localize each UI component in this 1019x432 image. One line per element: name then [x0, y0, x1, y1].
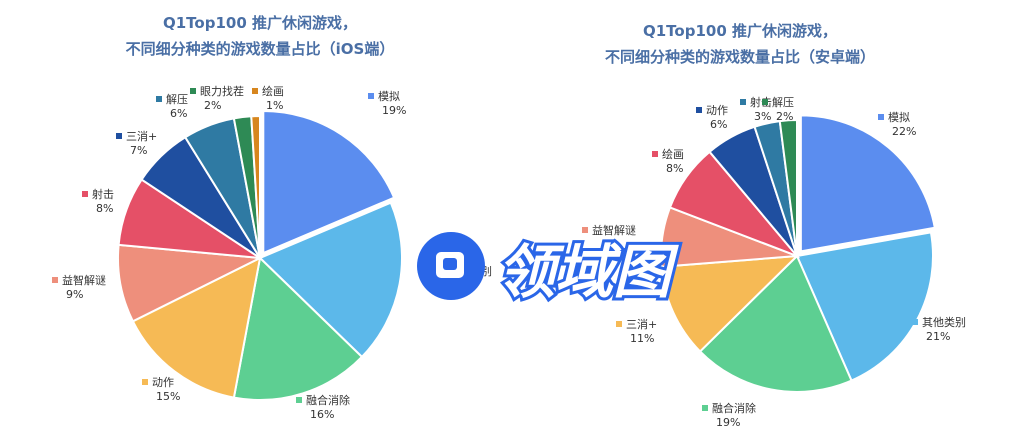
pie-label-1-2: 融合消除	[712, 401, 756, 415]
pie-slice-0-1	[258, 201, 403, 359]
pie-label-0-0: 模拟	[378, 89, 400, 103]
pie-value-1-0: 22%	[892, 125, 916, 138]
chart-title-android-line2: 不同细分种类的游戏数量占比（安卓端）	[604, 48, 875, 66]
pie-value-0-5: 8%	[96, 202, 113, 215]
pie-labels: 模拟19%其他类别融合消除16%动作15%益智解谜9%射击8%三消+7%解压6%…	[52, 84, 966, 429]
pie-label-marker-0-0	[368, 93, 374, 99]
pie-chart-android	[660, 114, 936, 393]
pie-label-marker-0-6	[116, 133, 122, 139]
pie-label-1-0: 模拟	[888, 110, 910, 124]
pie-label-1-8: 解压	[772, 95, 794, 109]
pie-value-1-2: 19%	[716, 416, 740, 429]
pie-value-1-3: 11%	[630, 332, 654, 345]
pie-value-1-7: 3%	[754, 110, 771, 123]
pie-label-marker-1-1	[912, 319, 918, 325]
pie-label-0-2: 融合消除	[306, 393, 350, 407]
pie-label-marker-1-6	[696, 107, 702, 113]
watermark-text: 领域图	[497, 238, 679, 306]
pie-label-0-4: 益智解谜	[62, 273, 106, 287]
pie-label-marker-0-9	[252, 88, 258, 94]
pie-value-1-6: 6%	[710, 118, 727, 131]
pie-label-marker-0-3	[142, 379, 148, 385]
chart-title-ios: Q1Top100 推广休闲游戏， 不同细分种类的游戏数量占比（iOS端）	[90, 10, 430, 62]
pie-value-0-2: 16%	[310, 408, 334, 421]
pie-slice-0-9	[250, 114, 261, 259]
pie-label-1-5: 绘画	[662, 147, 684, 161]
chart-title-ios-line1: Q1Top100 推广休闲游戏，	[162, 14, 357, 32]
pie-label-marker-1-2	[702, 405, 708, 411]
pie-label-marker-0-5	[82, 191, 88, 197]
pie-label-marker-1-0	[878, 114, 884, 120]
pie-value-0-0: 19%	[382, 104, 406, 117]
pie-label-1-7: 射击	[750, 95, 772, 109]
pie-label-1-3: 三消+	[626, 317, 657, 331]
pie-slice-1-3	[660, 254, 800, 353]
pie-label-0-5: 射击	[92, 187, 114, 201]
pie-label-marker-0-2	[296, 397, 302, 403]
pie-label-0-6: 三消+	[126, 129, 157, 143]
pie-value-0-6: 7%	[130, 144, 147, 157]
pie-value-0-8: 2%	[204, 99, 221, 112]
pie-label-marker-1-5	[652, 151, 658, 157]
chart-title-ios-line2: 不同细分种类的游戏数量占比（iOS端）	[125, 40, 395, 58]
pie-value-0-4: 9%	[66, 288, 83, 301]
chart-title-android-line1: Q1Top100 推广休闲游戏，	[642, 22, 837, 40]
pie-label-0-3: 动作	[152, 376, 174, 389]
pie-label-1-6: 动作	[706, 104, 728, 117]
pie-label-0-8: 眼力找茬	[200, 84, 244, 98]
pie-label-marker-1-7	[740, 99, 746, 105]
pie-slice-1-2	[698, 254, 853, 393]
pie-chart-ios	[117, 109, 403, 401]
pie-label-marker-1-4	[582, 227, 588, 233]
pie-value-1-1: 21%	[926, 330, 950, 343]
pie-label-marker-1-8	[762, 99, 768, 105]
pie-label-marker-1-3	[616, 321, 622, 327]
pie-value-0-3: 15%	[156, 390, 180, 403]
pie-label-marker-0-8	[190, 88, 196, 94]
pie-label-1-1: 其他类别	[922, 315, 966, 329]
pie-slice-0-2	[232, 255, 364, 401]
pie-value-0-7: 6%	[170, 107, 187, 120]
pie-slice-0-3	[131, 256, 262, 399]
watermark-inner-icon	[443, 258, 457, 270]
chart-title-android: Q1Top100 推广休闲游戏， 不同细分种类的游戏数量占比（安卓端）	[570, 18, 910, 70]
pie-slice-1-8	[778, 118, 798, 257]
pie-label-marker-0-7	[156, 96, 162, 102]
pie-label-0-9: 绘画	[262, 84, 284, 98]
pie-slice-1-0	[799, 114, 936, 253]
pie-label-marker-0-4	[52, 277, 58, 283]
pie-label-1-4: 益智解谜	[592, 223, 636, 237]
pie-value-0-9: 1%	[266, 99, 283, 112]
pie-slice-0-0	[262, 109, 396, 255]
pie-value-1-8: 2%	[776, 110, 793, 123]
pie-label-0-7: 解压	[166, 92, 188, 106]
pie-value-1-5: 8%	[666, 162, 683, 175]
watermark-logo: 领域图	[417, 232, 682, 309]
